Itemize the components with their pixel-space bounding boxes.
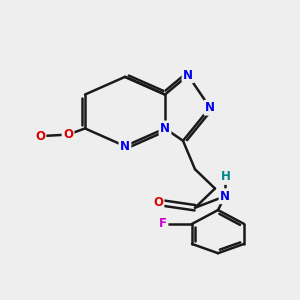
Text: N: N xyxy=(220,190,230,203)
Text: O: O xyxy=(35,130,45,142)
Text: N: N xyxy=(205,101,215,114)
Text: O: O xyxy=(63,128,73,141)
Text: F: F xyxy=(159,218,167,230)
Text: N: N xyxy=(160,122,170,135)
Text: O: O xyxy=(153,196,163,209)
Text: N: N xyxy=(120,140,130,153)
Text: N: N xyxy=(183,69,193,82)
Text: H: H xyxy=(221,170,231,184)
